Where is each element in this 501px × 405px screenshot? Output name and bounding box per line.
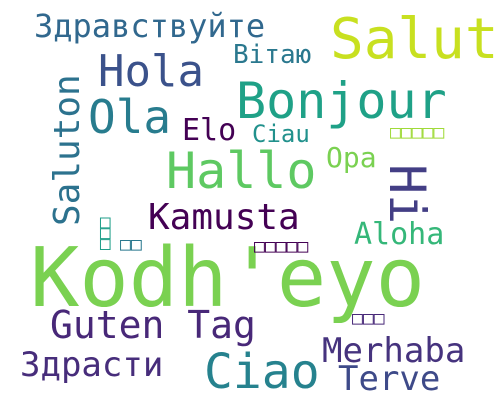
word-kamusta: Kamusta [148,197,300,238]
word-hi: Hi [378,164,436,225]
word-cjk-4: □□□ [352,308,385,329]
word-cjk-1: □□□□□ [390,122,445,143]
word-saluton: Saluton [47,74,88,226]
word-zdrasti: Здрасти [20,345,164,385]
word-vitayu: Вітаю [233,40,312,70]
word-kodheyo: Kodh'eyo [30,231,425,326]
word-hola: Hola [98,46,204,97]
word-cjk-2: □□□□□ [254,236,309,257]
word-cjk-5: □□□ [94,217,115,250]
word-salut: Salut [330,7,499,72]
word-merhaba: Merhaba [322,331,466,371]
word-zdravstvuyte: Здравствуйте [34,7,266,45]
word-ola: Ola [88,90,172,144]
word-ciao: Ciao [204,344,320,400]
word-guten-tag: Guten Tag [50,303,256,347]
word-hallo: Hallo [166,142,317,200]
word-bonjour: Bonjour [236,72,447,130]
word-opa: Opa [326,141,377,174]
word-terve: Terve [338,359,441,399]
word-elo: Elo [182,113,237,148]
word-ciau: Ciau [252,120,310,148]
word-cjk-3: □□ [120,234,142,255]
word-aloha: Aloha [354,217,445,252]
